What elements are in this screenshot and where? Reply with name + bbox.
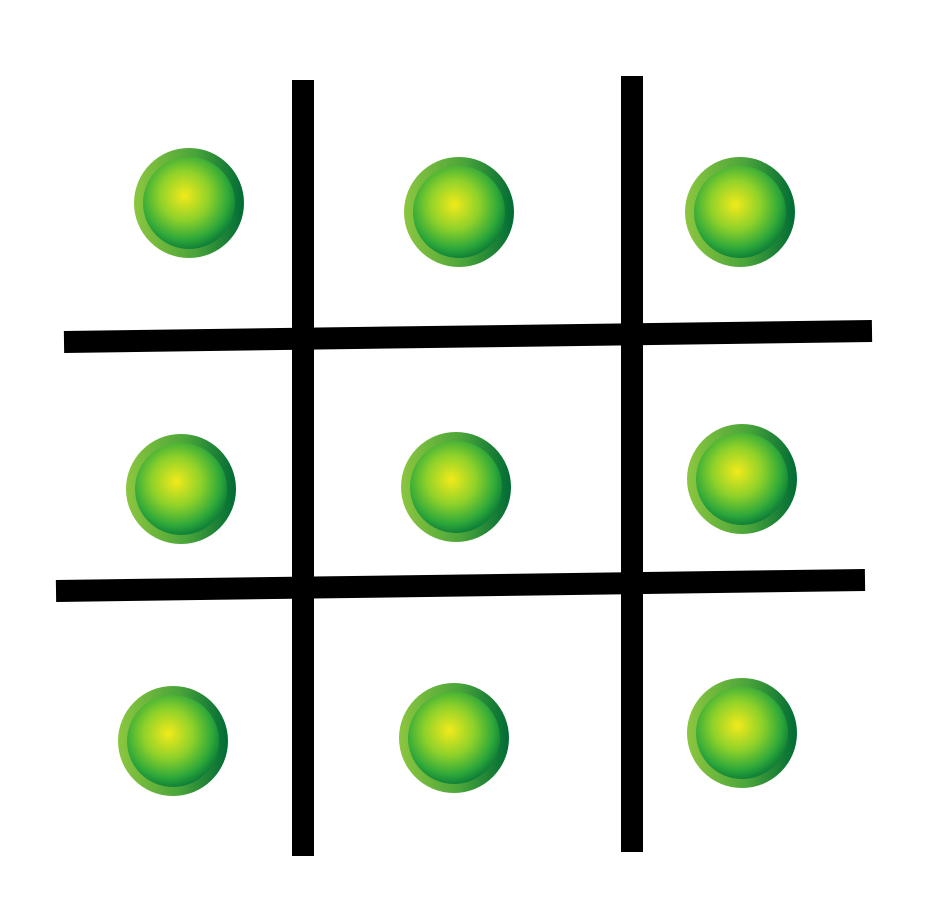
cell-1-2[interactable] <box>404 157 514 267</box>
cells <box>118 148 797 796</box>
cell-2-3[interactable] <box>687 424 797 534</box>
grid-lines <box>55 76 873 856</box>
grid-line-horizontal-top <box>63 320 873 353</box>
cell-1-1[interactable] <box>134 148 244 258</box>
cell-1-3[interactable] <box>685 157 795 267</box>
cell-2-2[interactable] <box>401 432 511 542</box>
grid-line-horizontal-bottom <box>55 569 866 602</box>
cell-3-2[interactable] <box>399 683 509 793</box>
cell-3-3[interactable] <box>687 678 797 788</box>
cell-3-1[interactable] <box>118 686 228 796</box>
cell-2-1[interactable] <box>126 434 236 544</box>
